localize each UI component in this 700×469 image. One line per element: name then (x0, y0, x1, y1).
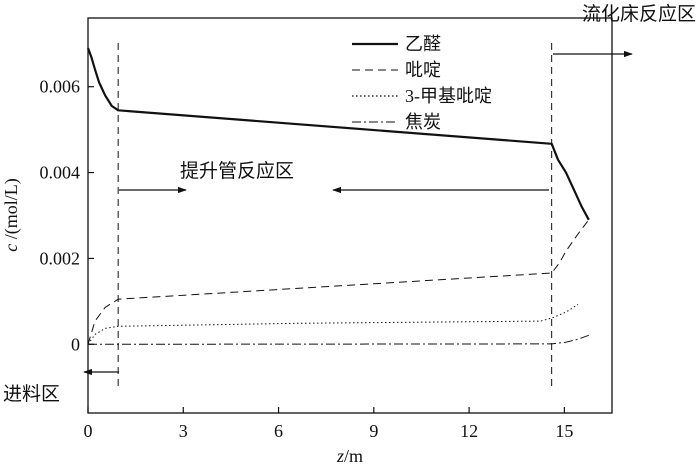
y-axis-unit: /(mol/L) (1, 178, 22, 244)
y-axis-label: c /(mol/L) (1, 178, 22, 252)
legend-entry-acetaldehyde: 乙醛 (352, 34, 441, 54)
series-lines (86, 47, 590, 345)
legend-entry-3-methylpyridine: 3-甲基吡啶 (352, 86, 492, 106)
legend-label: 吡啶 (405, 60, 441, 80)
y-tick-label: 0.004 (40, 163, 81, 183)
legend-label: 焦炭 (405, 112, 441, 132)
legend-label: 3-甲基吡啶 (405, 86, 492, 106)
y-tick-label: 0.006 (40, 77, 81, 97)
legend: 乙醛 吡啶 3-甲基吡啶 焦炭 (352, 34, 492, 132)
x-axis-unit: /m (344, 446, 363, 466)
fluidized-bed-zone-label: 流化床反应区 (582, 3, 696, 25)
x-tick-label: 6 (274, 421, 283, 441)
plot-frame (87, 17, 613, 414)
x-axis-label: z/m (336, 446, 363, 466)
series-3-methylpyridine-line (87, 303, 579, 345)
x-axis-variable: z (336, 446, 344, 466)
feed-zone-label: 进料区 (3, 383, 60, 405)
x-axis-ticks: 0 3 6 9 12 15 (84, 407, 573, 441)
legend-entry-coke: 焦炭 (352, 112, 441, 132)
annotations: 流化床反应区 提升管反应区 进料区 (3, 3, 696, 405)
y-axis-variable: c (1, 244, 21, 252)
x-tick-label: 9 (369, 421, 378, 441)
x-tick-label: 0 (84, 421, 93, 441)
y-tick-label: 0 (71, 334, 80, 354)
y-tick-label: 0.002 (40, 248, 81, 268)
series-coke-line (87, 334, 589, 345)
x-tick-label: 12 (460, 421, 478, 441)
x-tick-label: 3 (179, 421, 188, 441)
y-axis-ticks: 0 0.002 0.004 0.006 (40, 77, 94, 354)
riser-zone-label: 提升管反应区 (180, 160, 294, 182)
x-tick-label: 15 (555, 421, 573, 441)
series-pyridine-line (87, 219, 590, 345)
legend-entry-pyridine: 吡啶 (352, 60, 441, 80)
zone-boundary-lines (117, 43, 553, 386)
series-acetaldehyde-line (86, 47, 590, 221)
legend-label: 乙醛 (405, 34, 441, 54)
